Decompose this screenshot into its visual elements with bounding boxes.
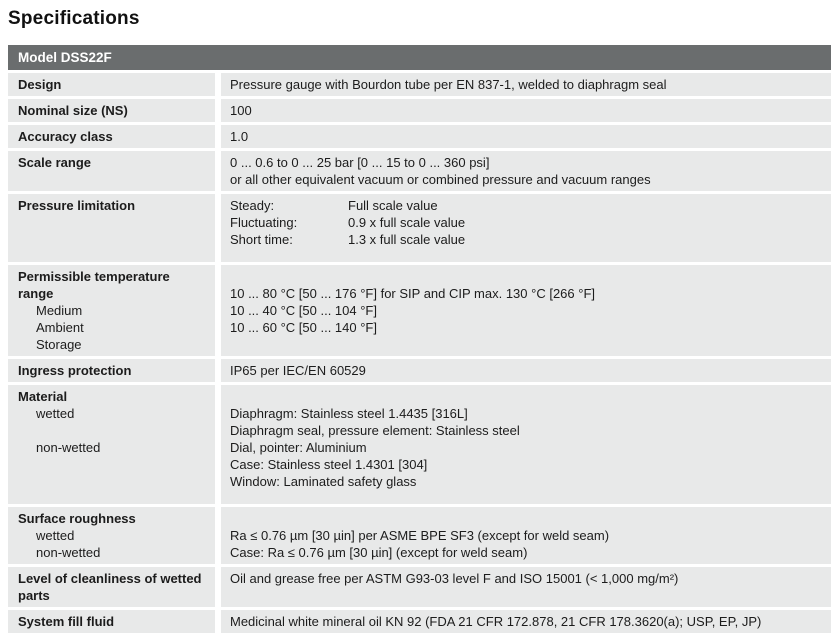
sub-label: non-wetted xyxy=(36,545,101,560)
value-line: Diaphragm: Stainless steel 1.4435 [316L] xyxy=(230,406,468,421)
sub-label: Medium xyxy=(36,303,83,318)
specifications-table: Model DSS22F Design Pressure gauge with … xyxy=(8,45,831,633)
row-value: 0 ... 0.6 to 0 ... 25 bar [0 ... 15 to 0… xyxy=(221,151,831,191)
value-line: Dial, pointer: Aluminium xyxy=(230,440,367,455)
blank-line xyxy=(230,510,821,527)
row-value: Pressure gauge with Bourdon tube per EN … xyxy=(221,73,831,96)
spec-row-scale-range: Scale range 0 ... 0.6 to 0 ... 25 bar [0… xyxy=(8,151,831,191)
sub-label: wetted xyxy=(36,528,75,543)
blank-line xyxy=(230,268,821,285)
sub-label: Ambient xyxy=(36,320,84,335)
group-heading: Surface roughness xyxy=(18,511,136,526)
row-label-group: Material wetted non-wetted xyxy=(8,385,215,504)
table-header-model: Model DSS22F xyxy=(8,45,831,70)
blank-line xyxy=(230,388,821,405)
spec-row-surface-roughness: Surface roughness wetted non-wetted Ra ≤… xyxy=(8,507,831,564)
row-label-group: Surface roughness wetted non-wetted xyxy=(8,507,215,564)
value-line: Ra ≤ 0.76 µm [30 µin] per ASME BPE SF3 (… xyxy=(230,528,610,543)
spec-row-accuracy-class: Accuracy class 1.0 xyxy=(8,125,831,148)
spec-row-ingress-protection: Ingress protection IP65 per IEC/EN 60529 xyxy=(8,359,831,382)
pair-name: Short time: xyxy=(230,232,293,247)
group-heading: Material xyxy=(18,389,68,404)
spec-row-temperature-range: Permissible temperature range Medium Amb… xyxy=(8,265,831,356)
value-line: Case: Ra ≤ 0.76 µm [30 µin] (except for … xyxy=(230,545,528,560)
row-label: Accuracy class xyxy=(8,125,215,148)
value-line: 10 ... 60 °C [50 ... 140 °F] xyxy=(230,320,377,335)
page-title: Specifications xyxy=(8,8,140,29)
pair-value: 0.9 x full scale value xyxy=(348,215,466,230)
row-value: Ra ≤ 0.76 µm [30 µin] per ASME BPE SF3 (… xyxy=(221,507,831,564)
row-label: Ingress protection xyxy=(8,359,215,382)
row-label: Scale range xyxy=(8,151,215,191)
row-label: Design xyxy=(8,73,215,96)
row-value: Diaphragm: Stainless steel 1.4435 [316L]… xyxy=(221,385,831,504)
spec-row-pressure-limitation: Pressure limitation Steady: Full scale v… xyxy=(8,194,831,262)
blank-line xyxy=(18,422,205,439)
pair-value: Full scale value xyxy=(348,198,438,213)
row-label-group: Permissible temperature range Medium Amb… xyxy=(8,265,215,356)
row-value: IP65 per IEC/EN 60529 xyxy=(221,359,831,382)
value-line: 10 ... 40 °C [50 ... 104 °F] xyxy=(230,303,377,318)
pressure-pair: Fluctuating: 0.9 x full scale value xyxy=(230,214,821,231)
row-value: Medicinal white mineral oil KN 92 (FDA 2… xyxy=(221,610,831,633)
spec-row-material: Material wetted non-wetted Diaphragm: St… xyxy=(8,385,831,504)
row-value: Steady: Full scale value Fluctuating: 0.… xyxy=(221,194,831,262)
value-line: or all other equivalent vacuum or combin… xyxy=(230,172,651,187)
row-label: Nominal size (NS) xyxy=(8,99,215,122)
sub-label: Storage xyxy=(36,337,82,352)
spec-row-design: Design Pressure gauge with Bourdon tube … xyxy=(8,73,831,96)
pair-value: 1.3 x full scale value xyxy=(348,232,466,247)
row-label: Pressure limitation xyxy=(8,194,215,262)
group-heading: Permissible temperature range xyxy=(18,269,170,301)
row-label: Level of cleanliness of wetted parts xyxy=(8,567,215,607)
sub-label: wetted xyxy=(36,406,75,421)
spec-row-system-fill-fluid: System fill fluid Medicinal white minera… xyxy=(8,610,831,633)
row-value: 1.0 xyxy=(221,125,831,148)
value-line: 10 ... 80 °C [50 ... 176 °F] for SIP and… xyxy=(230,286,595,301)
row-label: System fill fluid xyxy=(8,610,215,633)
pair-name: Steady: xyxy=(230,198,275,213)
row-value: 100 xyxy=(221,99,831,122)
pressure-pair: Short time: 1.3 x full scale value xyxy=(230,231,821,248)
pressure-pair: Steady: Full scale value xyxy=(230,197,821,214)
value-line: Window: Laminated safety glass xyxy=(230,474,417,489)
row-value: Oil and grease free per ASTM G93-03 leve… xyxy=(221,567,831,607)
sub-label: non-wetted xyxy=(36,440,101,455)
spec-row-nominal-size: Nominal size (NS) 100 xyxy=(8,99,831,122)
value-line: Case: Stainless steel 1.4301 [304] xyxy=(230,457,428,472)
value-line: Diaphragm seal, pressure element: Stainl… xyxy=(230,423,520,438)
row-value: 10 ... 80 °C [50 ... 176 °F] for SIP and… xyxy=(221,265,831,356)
spec-row-cleanliness: Level of cleanliness of wetted parts Oil… xyxy=(8,567,831,607)
value-line: 0 ... 0.6 to 0 ... 25 bar [0 ... 15 to 0… xyxy=(230,155,490,170)
pair-name: Fluctuating: xyxy=(230,215,298,230)
